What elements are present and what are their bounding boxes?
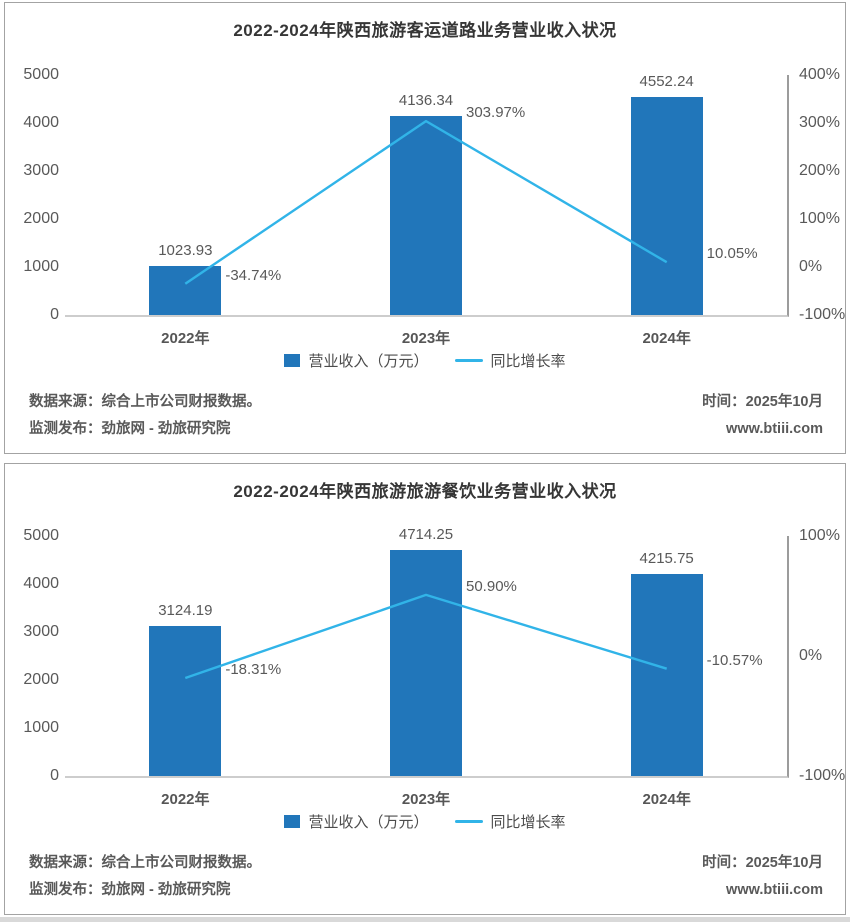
y-axis-tick-label: 1000 bbox=[23, 258, 59, 275]
chart-panel-road-transport: 2022-2024年陕西旅游客运道路业务营业收入状况 1023.93 2022年 4… bbox=[4, 2, 846, 454]
legend-item-growth: 同比增长率 bbox=[454, 350, 566, 371]
legend-label-revenue: 营业收入（万元） bbox=[308, 814, 429, 831]
footer-right: 时间：2025年10月 www.btiii.com bbox=[702, 850, 823, 904]
data-source-text: 数据来源：综合上市公司财报数据。 bbox=[29, 394, 261, 410]
line-point-label: -18.31% bbox=[225, 660, 282, 678]
chart-title: 2022-2024年陕西旅游客运道路业务营业收入状况 bbox=[233, 21, 617, 40]
y-axis-tick-label: 4000 bbox=[23, 114, 59, 131]
website-text: www.btiii.com bbox=[726, 421, 823, 437]
secondary-axis-tick-label: -100% bbox=[799, 767, 846, 784]
y-axis-tick-label: 2000 bbox=[23, 210, 59, 227]
secondary-axis-tick-label: 100% bbox=[799, 210, 840, 227]
x-axis-label: 2024年 bbox=[642, 791, 691, 808]
y-axis-tick-label: 2000 bbox=[23, 671, 59, 688]
bar-series-swatch bbox=[284, 354, 301, 367]
footer: 数据来源：综合上市公司财报数据。 监测发布：劲旅网 - 劲旅研究院 时间：202… bbox=[29, 850, 823, 904]
revenue-bar bbox=[149, 626, 222, 776]
secondary-axis-tick-label: 0% bbox=[799, 647, 823, 664]
plot-area: 1023.93 2022年 4136.34 2023年 4552.24 2024年 -34.… bbox=[65, 72, 789, 347]
revenue-bar bbox=[630, 573, 703, 776]
secondary-axis-tick-label: 100% bbox=[799, 527, 840, 544]
revenue-bar bbox=[390, 549, 462, 776]
line-point-label: -10.57% bbox=[706, 651, 763, 669]
y-axis-tick-label: 3000 bbox=[23, 162, 59, 179]
legend-label-growth: 同比增长率 bbox=[490, 814, 566, 831]
x-axis-label: 2023年 bbox=[401, 330, 451, 347]
growth-rate-line bbox=[184, 593, 668, 680]
secondary-axis-tick-label: 200% bbox=[799, 162, 840, 179]
y-axis-tick-label: 1000 bbox=[23, 719, 59, 736]
revenue-bar bbox=[630, 96, 703, 315]
secondary-axis-tick-label: 400% bbox=[799, 66, 840, 83]
x-axis-label: 2022年 bbox=[161, 330, 210, 347]
secondary-axis-tick-label: 300% bbox=[799, 114, 840, 131]
publisher-text: 监测发布：劲旅网 - 劲旅研究院 bbox=[29, 882, 231, 898]
line-series-marker bbox=[454, 359, 483, 362]
line-point-label: -34.74% bbox=[225, 266, 282, 284]
publisher-text: 监测发布：劲旅网 - 劲旅研究院 bbox=[29, 421, 231, 437]
legend: 营业收入（万元） 同比增长率 bbox=[5, 811, 845, 832]
chart-panel-catering: 2022-2024年陕西旅游旅游餐饮业务营业收入状况 3124.19 2022年 4… bbox=[4, 463, 846, 915]
legend: 营业收入（万元） 同比增长率 bbox=[5, 350, 845, 371]
y-axis-tick-label: 0 bbox=[50, 306, 59, 323]
report-time-text: 时间：2025年10月 bbox=[702, 394, 823, 410]
line-point-label: 50.90% bbox=[466, 577, 517, 595]
legend-label-growth: 同比增长率 bbox=[490, 353, 566, 370]
revenue-bar bbox=[390, 116, 462, 315]
bar-value-label: 1023.93 bbox=[158, 241, 213, 259]
legend-item-revenue: 营业收入（万元） bbox=[284, 350, 429, 371]
chart-title: 2022-2024年陕西旅游旅游餐饮业务营业收入状况 bbox=[233, 482, 617, 501]
line-point-label: 303.97% bbox=[466, 104, 526, 122]
y-axis-tick-label: 3000 bbox=[23, 623, 59, 640]
secondary-axis-tick-label: 0% bbox=[799, 258, 823, 275]
bar-value-label: 3124.19 bbox=[158, 602, 213, 620]
y-axis-tick-label: 0 bbox=[50, 767, 59, 784]
report-time-text: 时间：2025年10月 bbox=[702, 855, 823, 871]
y-axis-tick-label: 4000 bbox=[23, 575, 59, 592]
legend-item-revenue: 营业收入（万元） bbox=[284, 811, 429, 832]
y-axis-tick-label: 5000 bbox=[23, 527, 59, 544]
line-series-marker bbox=[454, 820, 483, 823]
footer-right: 时间：2025年10月 www.btiii.com bbox=[702, 389, 823, 443]
legend-item-growth: 同比增长率 bbox=[454, 811, 566, 832]
bar-value-label: 4552.24 bbox=[639, 72, 694, 90]
footer: 数据来源：综合上市公司财报数据。 监测发布：劲旅网 - 劲旅研究院 时间：202… bbox=[29, 389, 823, 443]
revenue-bar bbox=[149, 265, 222, 315]
bar-value-label: 4714.25 bbox=[398, 525, 454, 543]
plot-area: 3124.19 2022年 4714.25 2023年 4215.75 2024年 -18.… bbox=[65, 526, 789, 808]
footer-left: 数据来源：综合上市公司财报数据。 监测发布：劲旅网 - 劲旅研究院 bbox=[29, 850, 261, 904]
y-axis-tick-label: 5000 bbox=[23, 66, 59, 83]
legend-label-revenue: 营业收入（万元） bbox=[308, 353, 429, 370]
footer-left: 数据来源：综合上市公司财报数据。 监测发布：劲旅网 - 劲旅研究院 bbox=[29, 389, 261, 443]
bar-series-swatch bbox=[284, 815, 301, 828]
bar-value-label: 4136.34 bbox=[398, 92, 454, 110]
x-axis-label: 2022年 bbox=[161, 791, 210, 808]
x-axis-label: 2023年 bbox=[401, 791, 451, 808]
x-axis-label: 2024年 bbox=[642, 330, 691, 347]
bar-value-label: 4215.75 bbox=[639, 549, 694, 567]
data-source-text: 数据来源：综合上市公司财报数据。 bbox=[29, 855, 261, 871]
website-text: www.btiii.com bbox=[726, 882, 823, 898]
line-point-label: 10.05% bbox=[706, 245, 758, 263]
growth-rate-line bbox=[184, 119, 668, 285]
secondary-axis-tick-label: -100% bbox=[799, 306, 846, 323]
